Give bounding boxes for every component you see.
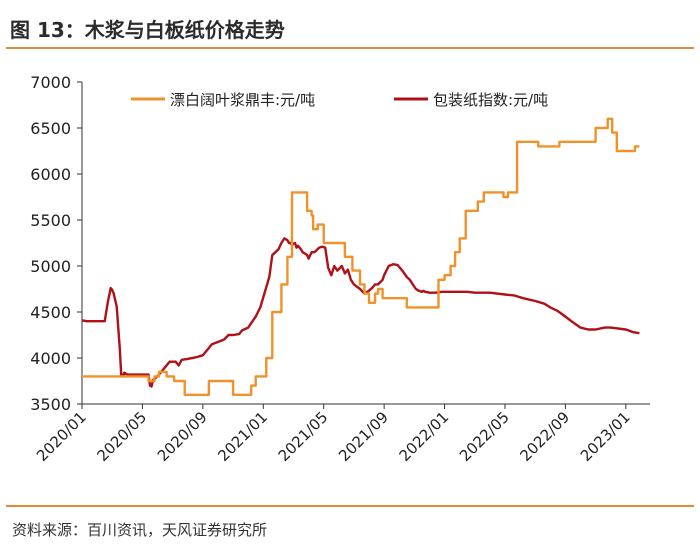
header-rule [6,47,694,49]
y-tick-label: 5000 [30,257,71,276]
x-tick-label: 2023/01 [577,408,634,465]
y-tick-label: 5500 [30,211,71,230]
x-tick-label: 2020/01 [33,408,90,465]
x-tick-label: 2021/05 [275,408,332,465]
legend: 漂白阔叶浆鼎丰:元/吨 包装纸指数:元/吨 [131,91,548,109]
y-tick-label: 4000 [30,349,71,368]
x-tick-label: 2021/09 [335,408,392,465]
series-lines [81,117,640,396]
legend-label: 包装纸指数:元/吨 [433,91,548,109]
footer-rule [6,505,694,507]
x-tick-label: 2021/01 [214,408,271,465]
y-tick-label: 4500 [30,303,71,322]
source-note: 资料来源：百川资讯，天风证券研究所 [12,521,268,539]
x-tick-label: 2020/05 [93,408,150,465]
legend-label: 漂白阔叶浆鼎丰:元/吨 [170,91,315,109]
y-tick-label: 6500 [30,119,71,138]
x-tick-label: 2022/09 [516,408,573,465]
series-line-board [81,237,640,388]
series-line-pulp [82,117,640,396]
chart-title: 图 13：木浆与白板纸价格走势 [10,18,285,42]
y-tick-label: 6000 [30,165,71,184]
y-tick-label: 7000 [30,73,71,92]
y-axis: 3500 4000 4500 5000 5500 6000 6500 7000 [30,73,83,414]
x-tick-label: 2022/05 [456,408,513,465]
x-tick-label: 2022/01 [396,408,453,465]
x-axis: 2020/01 2020/05 2020/09 2021/01 2021/05 2021/… [33,403,650,465]
y-tick-label: 3500 [30,395,71,414]
x-tick-label: 2020/09 [154,408,211,465]
